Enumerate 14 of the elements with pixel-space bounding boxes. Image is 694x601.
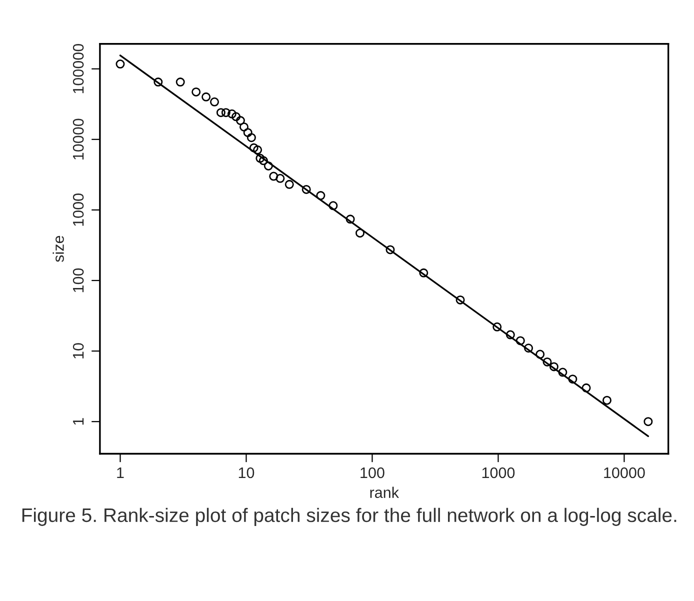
caption: Figure 5. Rank-size plot of patch sizes for the full network on a log-log scale. xyxy=(22,508,676,526)
y-tick-label: 100000 xyxy=(72,44,84,94)
y-tick-label: 100 xyxy=(72,268,84,292)
x-axis-title: rank xyxy=(370,486,400,498)
y-axis-title: size xyxy=(52,236,64,262)
y-tick-label: 1000 xyxy=(72,194,84,226)
y-tick-label: 1 xyxy=(73,418,84,425)
x-tick-label: 10000 xyxy=(604,467,645,478)
y-tick-label: 10000 xyxy=(72,118,84,160)
x-tick-label: 100 xyxy=(360,467,384,478)
x-tick-label: 1 xyxy=(117,468,124,478)
x-tick-label: 1000 xyxy=(482,467,515,478)
x-tick-label: 10 xyxy=(238,467,254,478)
y-tick-label: 10 xyxy=(72,343,84,358)
